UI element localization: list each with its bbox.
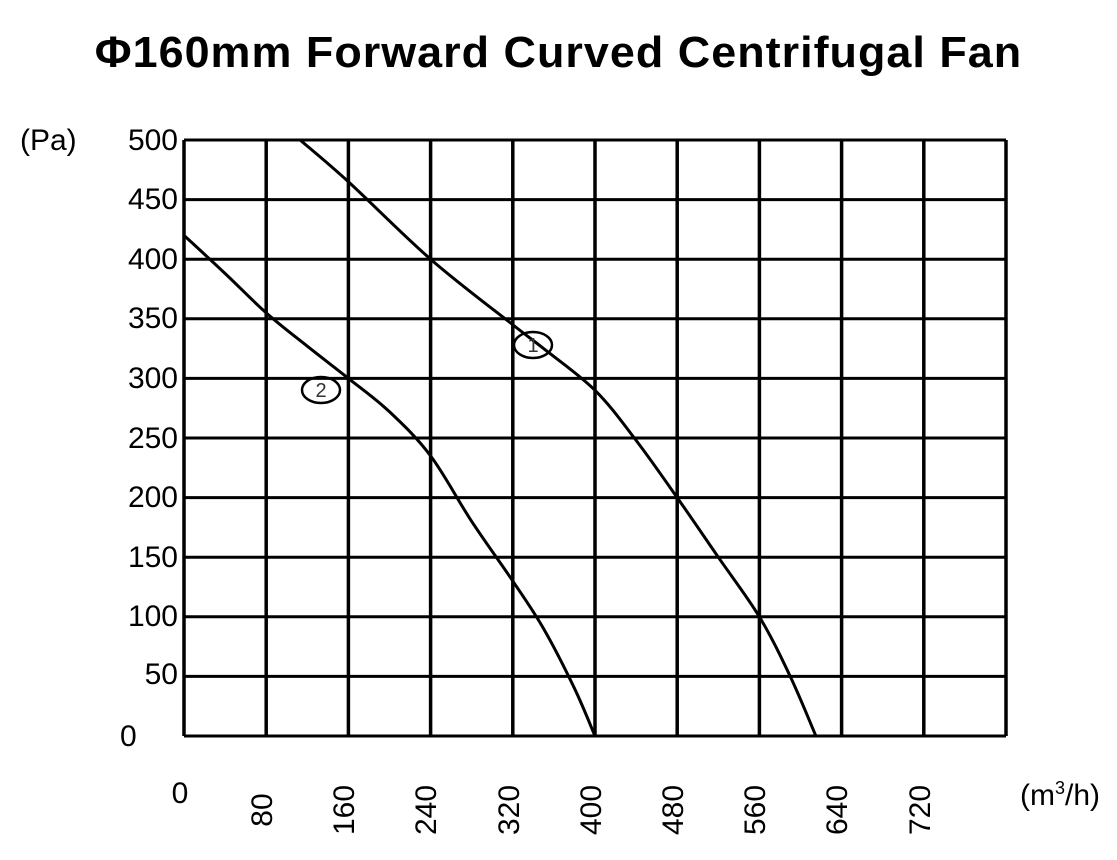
x-unit-superscript: 3	[1054, 778, 1065, 798]
curve-labels: 12	[300, 330, 554, 405]
svg-text:1: 1	[527, 335, 538, 357]
y-tick: 100	[127, 600, 178, 633]
performance-curves	[182, 138, 818, 737]
y-tick: 0	[120, 720, 137, 753]
y-tick: 350	[127, 302, 178, 335]
y-axis-unit-label: (Pa)	[20, 124, 77, 157]
y-tick: 150	[127, 541, 178, 574]
y-tick: 250	[127, 422, 178, 455]
curve-2	[182, 234, 597, 737]
y-tick: 500	[127, 124, 178, 157]
curve-1-label: 1	[512, 330, 554, 360]
x-unit-suffix: /h)	[1065, 779, 1101, 812]
y-tick: 400	[127, 243, 178, 276]
y-tick: 450	[127, 183, 178, 216]
x-unit-prefix: (m	[1020, 779, 1055, 812]
curve-2-label: 2	[300, 375, 342, 405]
y-tick: 50	[144, 658, 178, 691]
svg-text:2: 2	[315, 380, 326, 402]
x-axis-unit-label: (m3/h)	[1020, 778, 1100, 813]
grid-lines	[182, 138, 1008, 738]
curve-1	[299, 138, 818, 737]
x-tick: 0	[171, 777, 189, 810]
chart-title: Φ160mm Forward Curved Centrifugal Fan	[94, 28, 1023, 77]
y-tick: 200	[127, 481, 178, 514]
y-tick: 300	[127, 362, 178, 395]
